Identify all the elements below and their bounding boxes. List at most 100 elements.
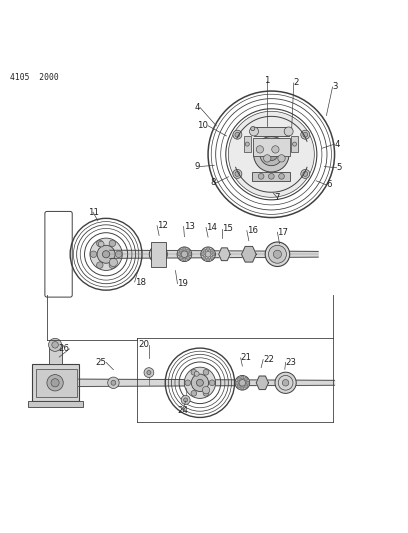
Circle shape: [153, 249, 163, 259]
Circle shape: [241, 386, 244, 390]
Circle shape: [52, 342, 58, 348]
Text: 21: 21: [241, 353, 252, 362]
Circle shape: [191, 374, 208, 391]
Text: 23: 23: [286, 358, 297, 367]
Circle shape: [244, 377, 248, 381]
Circle shape: [109, 259, 118, 266]
Text: 19: 19: [177, 279, 188, 288]
Text: 12: 12: [157, 221, 168, 230]
Circle shape: [102, 251, 110, 258]
Bar: [291, 136, 298, 152]
Circle shape: [301, 169, 310, 179]
Polygon shape: [256, 376, 268, 390]
Circle shape: [186, 256, 190, 260]
Circle shape: [47, 375, 63, 391]
Text: 15: 15: [222, 224, 233, 233]
Circle shape: [209, 380, 215, 386]
Circle shape: [228, 111, 314, 197]
Circle shape: [282, 379, 289, 386]
Text: 7: 7: [275, 193, 280, 203]
Circle shape: [233, 169, 242, 179]
Circle shape: [90, 238, 122, 270]
Circle shape: [275, 372, 296, 393]
Circle shape: [246, 381, 249, 384]
Bar: [252, 172, 290, 181]
Text: 24: 24: [177, 406, 188, 415]
Circle shape: [268, 245, 286, 263]
Circle shape: [256, 146, 264, 153]
Circle shape: [183, 258, 186, 261]
Circle shape: [108, 377, 119, 389]
Text: 3: 3: [333, 83, 338, 92]
Circle shape: [284, 127, 293, 136]
Text: 17: 17: [277, 228, 288, 237]
Circle shape: [279, 173, 284, 179]
Text: 26: 26: [58, 344, 69, 353]
Circle shape: [191, 391, 197, 396]
Text: 20: 20: [138, 341, 149, 349]
Bar: [32, 365, 78, 401]
Circle shape: [179, 256, 182, 260]
Bar: [28, 401, 82, 407]
Polygon shape: [242, 246, 256, 262]
Circle shape: [206, 258, 210, 261]
Circle shape: [177, 253, 181, 256]
Circle shape: [97, 262, 103, 269]
Circle shape: [203, 256, 206, 260]
Text: 9: 9: [195, 162, 200, 171]
Circle shape: [201, 253, 204, 256]
Text: 14: 14: [206, 223, 217, 232]
Bar: [254, 127, 289, 136]
Circle shape: [278, 155, 285, 162]
Bar: [49, 345, 62, 365]
Circle shape: [205, 252, 211, 257]
Bar: [36, 368, 77, 397]
Circle shape: [147, 370, 151, 375]
Circle shape: [250, 127, 259, 136]
Text: 18: 18: [135, 278, 146, 287]
Circle shape: [197, 379, 203, 386]
Circle shape: [303, 172, 308, 176]
Circle shape: [98, 241, 104, 247]
Circle shape: [51, 379, 59, 387]
Circle shape: [210, 249, 213, 252]
Text: 4105  2000: 4105 2000: [10, 72, 59, 82]
Circle shape: [184, 398, 188, 402]
Circle shape: [191, 369, 197, 375]
Circle shape: [49, 338, 62, 351]
Circle shape: [272, 146, 279, 153]
Circle shape: [245, 142, 249, 146]
Circle shape: [241, 376, 244, 379]
Circle shape: [235, 172, 240, 176]
Circle shape: [273, 250, 282, 259]
Circle shape: [265, 148, 277, 160]
Circle shape: [184, 367, 215, 398]
Bar: [253, 138, 290, 156]
Circle shape: [265, 242, 290, 266]
Circle shape: [258, 173, 264, 179]
Bar: [151, 242, 166, 266]
Bar: [244, 136, 251, 152]
Circle shape: [97, 240, 103, 247]
Circle shape: [301, 130, 310, 139]
Text: 2: 2: [294, 78, 299, 87]
Circle shape: [233, 130, 242, 139]
Circle shape: [251, 126, 255, 131]
Circle shape: [237, 385, 240, 388]
Circle shape: [111, 381, 116, 385]
Circle shape: [97, 245, 115, 263]
Circle shape: [144, 368, 154, 377]
Circle shape: [181, 395, 190, 405]
Circle shape: [237, 377, 240, 381]
Text: 11: 11: [88, 208, 98, 217]
Circle shape: [212, 253, 215, 256]
Circle shape: [203, 391, 209, 396]
Circle shape: [203, 369, 209, 375]
Text: 16: 16: [247, 226, 258, 235]
Polygon shape: [110, 250, 318, 259]
Circle shape: [201, 247, 215, 262]
Text: 6: 6: [326, 180, 332, 189]
Circle shape: [203, 249, 206, 252]
Polygon shape: [219, 248, 230, 261]
Circle shape: [264, 155, 271, 162]
